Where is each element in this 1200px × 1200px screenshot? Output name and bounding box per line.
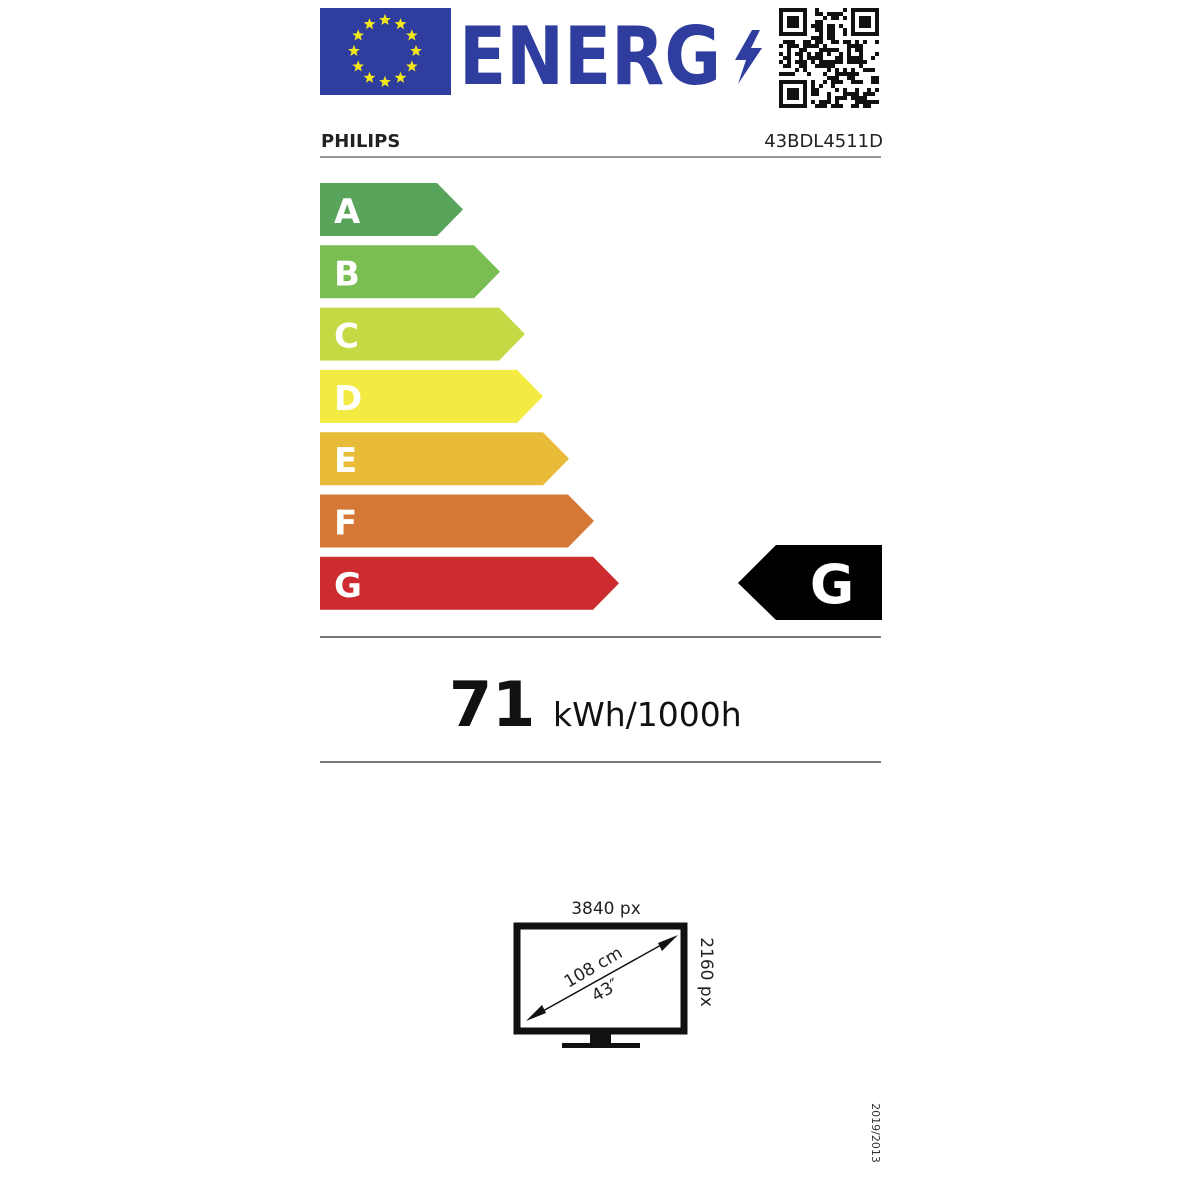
energy-class-arrow [320,245,500,299]
screen-width-px: 3840 px [571,899,641,919]
energy-class-arrow [320,494,594,548]
energy-class-letter: G [334,566,362,606]
energy-class-bar-d: D [320,369,543,423]
energy-class-arrow [320,369,543,423]
energy-class-bar-a: A [320,183,463,236]
rating-letter: G [810,553,854,616]
brand-name: PHILIPS [321,131,400,152]
energy-logo-text: ENERG [459,10,721,103]
star-icon [406,29,418,41]
lightning-icon [735,30,762,84]
star-icon [352,60,364,72]
energy-class-arrow [320,432,569,486]
consumption-unit: kWh/1000h [553,695,742,734]
eu-flag-icon [320,8,451,95]
energy-class-letter: A [334,192,361,232]
model-identifier: 43BDL4511D [764,131,883,152]
tv-icon [513,922,688,1048]
star-icon [410,44,422,56]
screen-height-px: 2160 px [696,937,716,1007]
energy-class-letter: C [334,317,359,357]
energy-class-letter: F [334,504,357,544]
star-icon [352,29,364,41]
screen-diagonal-in: 43″ [588,975,622,1006]
energy-class-bar-g: G [320,556,619,610]
energy-class-bar-e: E [320,432,569,486]
energy-class-letter: D [334,379,362,419]
energy-class-bar-c: C [320,307,525,361]
energy-class-bar-f: F [320,494,594,548]
energy-class-letter: B [334,254,360,294]
energy-class-bar-b: B [320,245,500,299]
energy-class-letter: E [334,441,357,481]
energy-class-arrow [320,183,463,236]
star-icon [379,13,391,25]
star-icon [394,71,407,83]
star-icon [406,60,418,72]
star-icon [379,75,391,87]
star-icon [363,71,376,83]
star-icon [348,44,360,56]
star-icon [394,18,407,30]
energy-class-arrow [320,307,525,361]
star-icon [363,18,376,30]
qr-code[interactable] [779,8,879,108]
consumption-value: 71 [449,668,535,741]
regulation-number: 2019/2013 [869,1103,882,1163]
rating-indicator: G [738,545,882,620]
energy-class-arrow [320,556,619,610]
